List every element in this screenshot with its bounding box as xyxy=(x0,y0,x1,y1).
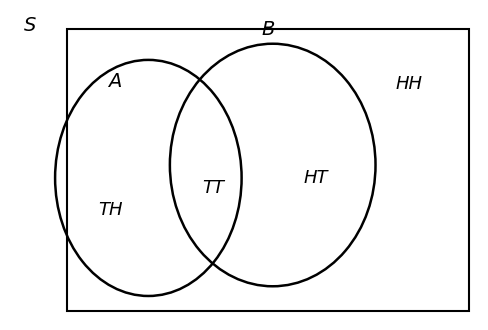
Text: HT: HT xyxy=(304,169,328,187)
Text: TT: TT xyxy=(202,179,224,197)
Text: S: S xyxy=(24,16,37,35)
Text: A: A xyxy=(108,72,122,91)
Text: B: B xyxy=(261,20,275,39)
Text: HH: HH xyxy=(395,75,423,93)
Text: TH: TH xyxy=(98,201,122,219)
